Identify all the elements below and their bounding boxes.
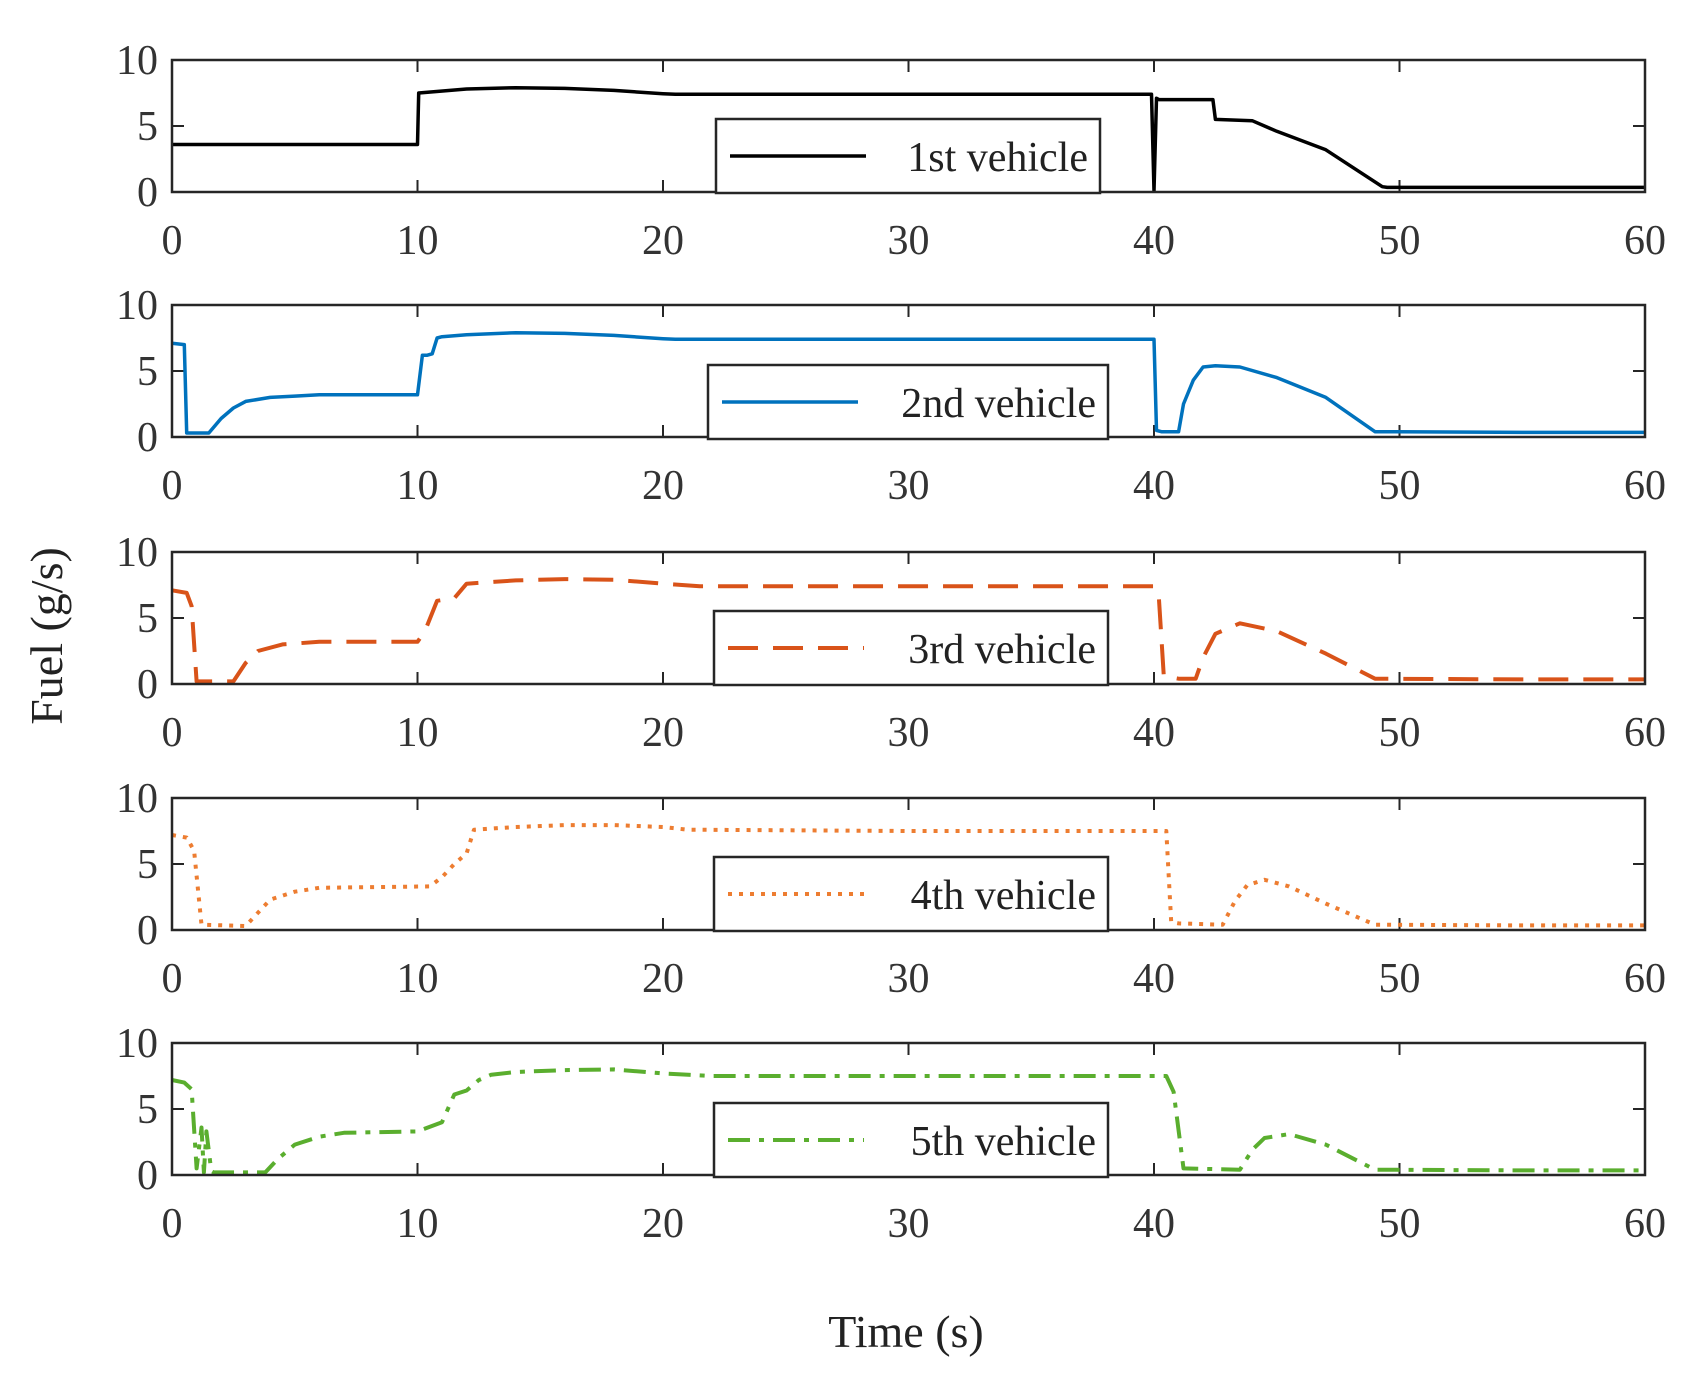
x-tick-label: 30 (888, 218, 930, 264)
subplot-4: 0 10 20 30 40 50 60 0 5 10 4th vehicle (116, 776, 1666, 1002)
y-tick-label: 0 (137, 170, 158, 216)
x-tick-label: 40 (1133, 463, 1175, 509)
legend-label: 4th vehicle (911, 873, 1096, 919)
x-tick-label: 0 (162, 463, 183, 509)
x-tick-label: 10 (397, 218, 439, 264)
y-tick-label: 10 (116, 38, 158, 84)
legend-2: 2nd vehicle (706, 363, 1110, 441)
legend-label: 2nd vehicle (901, 381, 1096, 427)
x-tick-label: 10 (397, 463, 439, 509)
x-tick-label: 20 (642, 463, 684, 509)
x-axis-label: Time (s) (828, 1306, 984, 1357)
x-tick-label: 50 (1379, 1201, 1421, 1247)
x-tick-label: 10 (397, 710, 439, 756)
series-line-1 (172, 85, 1645, 193)
y-tick-label: 10 (116, 1021, 158, 1067)
x-tick-label: 20 (642, 956, 684, 1002)
x-tick-label: 30 (888, 956, 930, 1002)
y-tick-label: 5 (137, 842, 158, 888)
y-tick-label: 5 (137, 349, 158, 395)
x-tick-label: 40 (1133, 218, 1175, 264)
x-tick-label: 20 (642, 710, 684, 756)
x-tick-label: 10 (397, 1201, 439, 1247)
x-tick-label: 60 (1624, 218, 1666, 264)
x-tick-label: 0 (162, 710, 183, 756)
x-tick-label: 60 (1624, 956, 1666, 1002)
x-tick-label: 50 (1379, 218, 1421, 264)
x-tick-label: 40 (1133, 1201, 1175, 1247)
y-axis-label: Fuel (g/s) (21, 547, 72, 725)
y-tick-label: 10 (116, 530, 158, 576)
x-tick-label: 40 (1133, 710, 1175, 756)
legend-4: 4th vehicle (712, 855, 1110, 933)
x-tick-label: 0 (162, 218, 183, 264)
y-tick-label: 10 (116, 776, 158, 822)
series-line-2 (171, 330, 1645, 435)
x-tick-label: 40 (1133, 956, 1175, 1002)
subplot-3: 0 10 20 30 40 50 60 0 5 10 3rd vehicle (116, 530, 1666, 756)
x-tick-label: 60 (1624, 1201, 1666, 1247)
y-tick-label: 10 (116, 283, 158, 329)
y-tick-label: 0 (137, 908, 158, 954)
legend-box (712, 855, 1110, 933)
y-tick-label: 0 (137, 662, 158, 708)
x-tick-label: 0 (162, 956, 183, 1002)
x-tick-label: 50 (1379, 710, 1421, 756)
x-tick-label: 30 (888, 1201, 930, 1247)
x-tick-label: 60 (1624, 463, 1666, 509)
legend-label: 1st vehicle (907, 135, 1088, 181)
x-tick-label: 20 (642, 1201, 684, 1247)
legend-5: 5th vehicle (712, 1101, 1110, 1179)
y-tick-label: 5 (137, 1087, 158, 1133)
x-tick-label: 10 (397, 956, 439, 1002)
x-tick-label: 50 (1379, 956, 1421, 1002)
x-tick-label: 60 (1624, 710, 1666, 756)
legend-label: 3rd vehicle (908, 627, 1096, 673)
legend-3: 3rd vehicle (712, 609, 1110, 687)
subplot-1: 0 10 20 30 40 50 60 0 5 10 1st vehicle (116, 38, 1666, 264)
legend-label: 5th vehicle (911, 1119, 1096, 1165)
x-tick-label: 50 (1379, 463, 1421, 509)
y-tick-label: 5 (137, 596, 158, 642)
legend-1: 1st vehicle (714, 117, 1102, 195)
y-tick-label: 0 (137, 1153, 158, 1199)
subplot-5: 0 10 20 30 40 50 60 0 5 10 5th vehicle (116, 1021, 1666, 1247)
y-tick-label: 0 (137, 415, 158, 461)
x-tick-label: 20 (642, 218, 684, 264)
subplot-2: 0 10 20 30 40 50 60 0 5 10 2nd vehicle (116, 283, 1666, 509)
x-tick-label: 30 (888, 710, 930, 756)
series-line-5 (171, 1067, 1645, 1175)
x-tick-label: 0 (162, 1201, 183, 1247)
y-tick-label: 5 (137, 104, 158, 150)
x-tick-label: 30 (888, 463, 930, 509)
